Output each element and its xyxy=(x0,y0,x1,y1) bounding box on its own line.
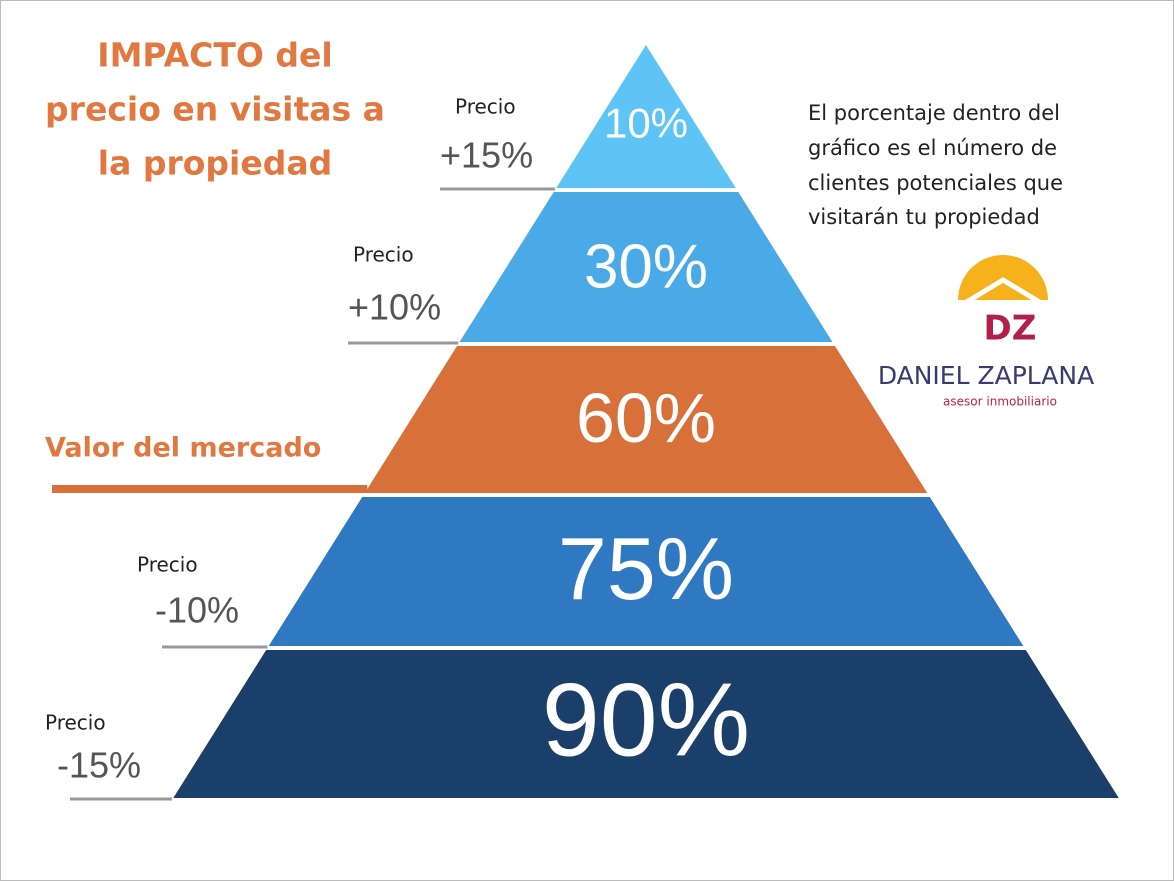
level-value: 30% xyxy=(584,232,708,301)
pyramid-level xyxy=(364,346,928,493)
pyramid-level xyxy=(173,650,1119,798)
pyramid-level xyxy=(459,192,833,342)
price-change: -15% xyxy=(57,745,141,786)
note-line: visitarán tu propiedad xyxy=(808,205,1040,229)
price-change: -10% xyxy=(155,590,239,631)
logo-tagline: asesor inmobiliario xyxy=(943,395,1057,409)
pyramid-level xyxy=(556,45,736,188)
note-line: El porcentaje dentro del xyxy=(808,101,1060,125)
note-line: clientes potenciales que xyxy=(808,171,1063,195)
price-change: +15% xyxy=(440,135,533,176)
pyramid-level xyxy=(268,497,1024,646)
note-line: gráfico es el número de xyxy=(808,136,1057,160)
level-value: 60% xyxy=(576,379,716,457)
title-line: la propiedad xyxy=(98,144,332,183)
level-value: 75% xyxy=(558,519,734,618)
logo-roof xyxy=(948,277,1058,315)
price-label: Precio xyxy=(455,95,516,119)
title-line: IMPACTO del xyxy=(97,36,332,75)
market-label: Valor del mercado xyxy=(45,433,321,464)
title-line: precio en visitas a xyxy=(45,90,385,129)
logo-initials: DZ xyxy=(984,309,1037,349)
price-label: Precio xyxy=(45,711,106,735)
price-change: +10% xyxy=(348,287,441,328)
logo: DZ DANIEL ZAPLANA asesor inmobiliario xyxy=(878,255,1094,409)
price-label: Precio xyxy=(137,553,198,577)
logo-name: DANIEL ZAPLANA xyxy=(878,361,1094,390)
level-value: 10% xyxy=(604,100,688,147)
level-value: 90% xyxy=(542,662,750,778)
price-label: Precio xyxy=(353,243,414,267)
